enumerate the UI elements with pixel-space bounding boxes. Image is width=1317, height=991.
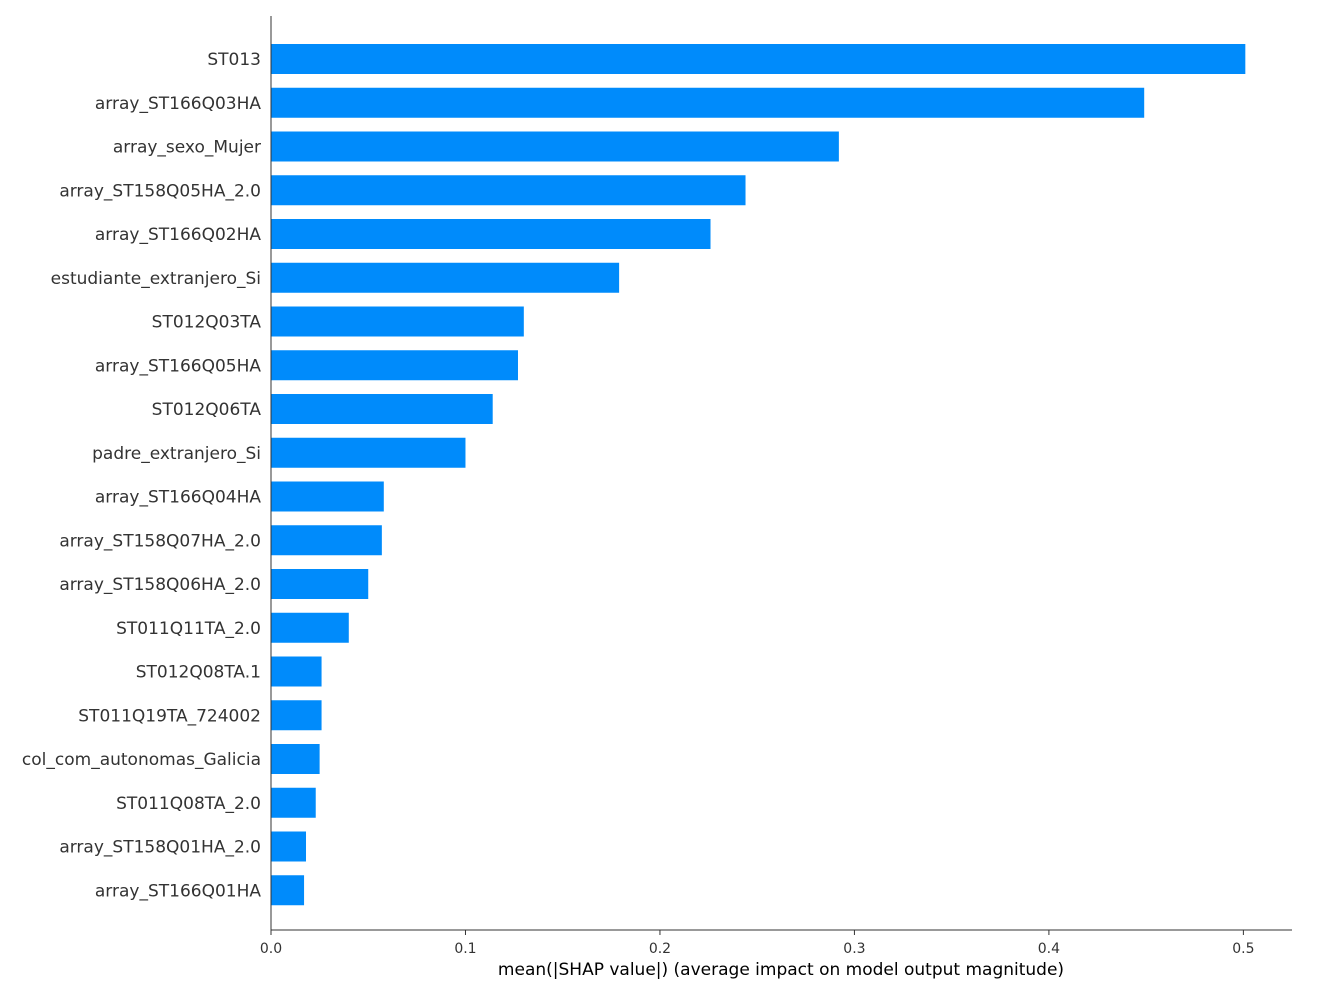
bar-19 (271, 875, 305, 906)
category-label-18: array_ST158Q01HA_2.0 (59, 838, 261, 858)
category-label-1: array_ST166Q03HA (95, 94, 261, 114)
category-label-13: ST011Q11TA_2.0 (116, 619, 261, 639)
x-tick-label-1: 0.1 (454, 941, 476, 957)
x-axis-title: mean(|SHAP value|) (average impact on mo… (498, 960, 1064, 980)
bar-9 (271, 437, 466, 468)
bar-16 (271, 744, 320, 774)
category-label-16: col_com_autonomas_Galicia (22, 750, 261, 770)
bar-6 (271, 306, 524, 337)
bar-10 (271, 481, 384, 512)
bar-14 (271, 656, 322, 687)
bar-18 (271, 831, 307, 862)
category-label-5: estudiante_extranjero_Si (51, 269, 261, 289)
bar-15 (271, 700, 322, 731)
category-label-15: ST011Q19TA_724002 (78, 706, 261, 726)
bar-7 (271, 350, 518, 381)
bar-3 (271, 175, 746, 206)
category-label-6: ST012Q03TA (152, 313, 262, 333)
category-label-14: ST012Q08TA.1 (136, 663, 261, 683)
bar-5 (271, 262, 620, 293)
bar-2 (271, 131, 839, 162)
category-labels-group: ST013 array_ST166Q03HA array_sexo_Mujerarr… (22, 50, 261, 901)
x-tick-label-3: 0.3 (843, 941, 865, 957)
category-label-19: array_ST166Q01HA (95, 881, 261, 901)
x-tick-label-0: 0.0 (260, 941, 282, 957)
bar-13 (271, 612, 349, 643)
bar-17 (271, 787, 316, 818)
bar-0 (271, 44, 1246, 74)
category-label-12: array_ST158Q06HA_2.0 (59, 575, 261, 595)
bar-12 (271, 569, 369, 599)
category-label-2: array_sexo_Mujer (113, 138, 261, 158)
category-label-3: array_ST158Q05HA_2.0 (59, 181, 261, 201)
category-label-0: ST013 (207, 50, 261, 70)
category-label-9: padre_extranjero_Si (92, 444, 261, 464)
bar-1 (271, 87, 1145, 118)
x-tick-label-4: 0.4 (1038, 941, 1060, 957)
x-tick-label-5: 0.5 (1232, 941, 1254, 957)
x-ticks-group: 0.0 0.1 0.2 0.3 0.4 0.5 (260, 930, 1255, 957)
bar-4 (271, 219, 711, 249)
category-label-7: array_ST166Q05HA (95, 356, 261, 376)
category-label-8: ST012Q06TA (152, 400, 262, 420)
bar-8 (271, 394, 493, 424)
category-label-17: ST011Q08TA_2.0 (116, 794, 261, 814)
category-label-4: array_ST166Q02HA (95, 225, 261, 245)
x-tick-label-2: 0.2 (649, 941, 671, 957)
bars-group (271, 44, 1246, 906)
bar-11 (271, 525, 382, 556)
category-label-10: array_ST166Q04HA (95, 488, 261, 508)
category-label-11: array_ST158Q07HA_2.0 (59, 531, 261, 551)
